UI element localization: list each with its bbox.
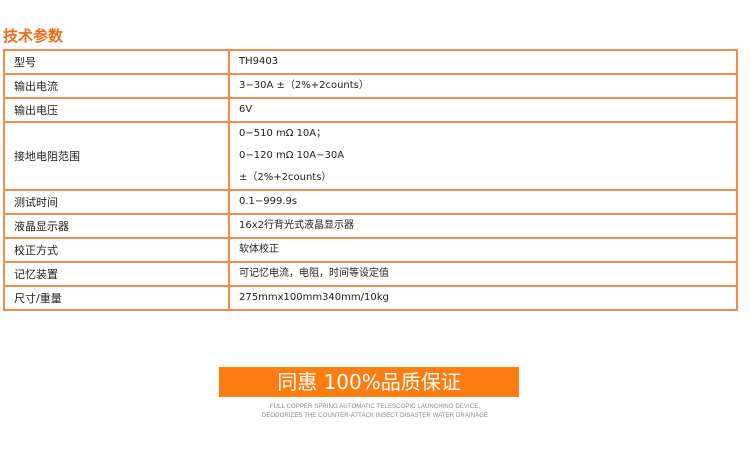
table-row: 型号 TH9403 bbox=[3, 49, 738, 75]
spec-value: 可记忆电流，电阻，时间等设定值 bbox=[228, 261, 738, 287]
spec-value-line: 0−510 mΩ 10A； bbox=[239, 128, 327, 139]
spec-label: 测试时间 bbox=[3, 189, 230, 215]
spec-value-line: 6V bbox=[239, 104, 253, 115]
table-row: 校正方式 软体校正 bbox=[3, 237, 738, 263]
spec-value: 0.1−999.9s bbox=[228, 189, 738, 215]
spec-value: 3−30A ±（2%+2counts） bbox=[228, 73, 738, 99]
spec-label: 接地电阻范围 bbox=[3, 121, 230, 191]
table-row: 测试时间 0.1−999.9s bbox=[3, 189, 738, 215]
spec-value-line: 16x2行背光式液晶显示器 bbox=[239, 220, 355, 231]
spec-value-line: TH9403 bbox=[239, 56, 279, 67]
section-title: 技术参数 bbox=[3, 27, 64, 45]
spec-label: 输出电压 bbox=[3, 97, 230, 123]
spec-value: 0−510 mΩ 10A； 0−120 mΩ 10A−30A ±（2%+2count… bbox=[228, 121, 738, 191]
spec-value: TH9403 bbox=[228, 49, 738, 75]
spec-value-line: 0.1−999.9s bbox=[239, 196, 298, 207]
spec-value: 275mmx100mm340mm/10kg bbox=[228, 285, 738, 311]
spec-value-line: 0−120 mΩ 10A−30A bbox=[239, 150, 345, 161]
quality-banner: 同惠 100%品质保证 bbox=[219, 367, 519, 397]
table-row: 尺寸/重量 275mmx100mm340mm/10kg bbox=[3, 285, 738, 311]
spec-label: 型号 bbox=[3, 49, 230, 75]
table-row: 液晶显示器 16x2行背光式液晶显示器 bbox=[3, 213, 738, 239]
spec-value: 6V bbox=[228, 97, 738, 123]
spec-value-line: ±（2%+2counts） bbox=[239, 172, 332, 183]
spec-value-line: 275mmx100mm340mm/10kg bbox=[239, 292, 389, 303]
spec-label: 液晶显示器 bbox=[3, 213, 230, 239]
spec-value: 软体校正 bbox=[228, 237, 738, 263]
spec-value-line: 软体校正 bbox=[239, 244, 279, 255]
table-row: 输出电压 6V bbox=[3, 97, 738, 123]
spec-label: 记忆装置 bbox=[3, 261, 230, 287]
table-row: 输出电流 3−30A ±（2%+2counts） bbox=[3, 73, 738, 99]
banner-subtext-2: DEODORIZES THE COUNTER-ATTACK INSECT DIS… bbox=[261, 413, 489, 419]
spec-label: 尺寸/重量 bbox=[3, 285, 230, 311]
spec-label: 输出电流 bbox=[3, 73, 230, 99]
table-row: 记忆装置 可记忆电流，电阻，时间等设定值 bbox=[3, 261, 738, 287]
banner-subtext-1: FULL COPPER SPRING AUTOMATIC TELESCOPIC … bbox=[269, 404, 481, 410]
spec-value: 16x2行背光式液晶显示器 bbox=[228, 213, 738, 239]
spec-table: 型号 TH9403 输出电流 3−30A ±（2%+2counts） 输出电压 6V 接地电… bbox=[3, 49, 738, 311]
spec-value-line: 3−30A ±（2%+2counts） bbox=[239, 80, 369, 91]
spec-label: 校正方式 bbox=[3, 237, 230, 263]
table-row: 接地电阻范围 0−510 mΩ 10A； 0−120 mΩ 10A−30A ±（2%+… bbox=[3, 121, 738, 191]
spec-value-line: 可记忆电流，电阻，时间等设定值 bbox=[239, 268, 389, 279]
